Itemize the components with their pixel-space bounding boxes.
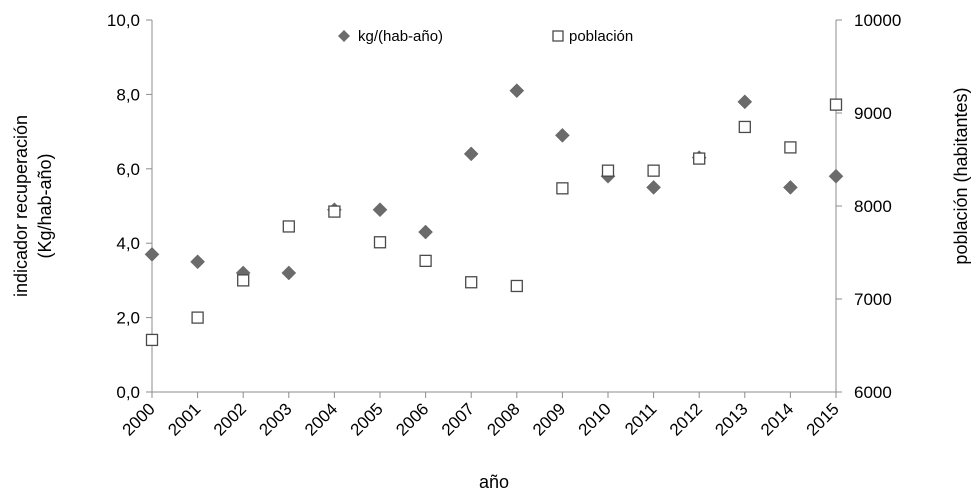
x-tick-label: 2007 [438, 399, 478, 439]
kg-point [281, 265, 297, 281]
poblacion-point [738, 120, 751, 134]
data-marks [144, 83, 844, 347]
legend-marker-poblacion [552, 30, 564, 42]
kg-point [418, 224, 433, 240]
poblacion-point [373, 236, 387, 249]
x-tick-label: 2012 [666, 399, 706, 439]
x-tick-label: 2002 [210, 399, 250, 439]
right-y-tick-label: 9000 [854, 104, 892, 123]
right-y-tick-label: 7000 [854, 290, 892, 309]
kg-point [737, 94, 753, 110]
x-tick-label: 2001 [164, 399, 204, 439]
left-y-axis-title-line2: (Kg/hab-año) [35, 153, 55, 258]
legend: kg/(hab-año) población [338, 28, 633, 45]
kg-point [372, 202, 388, 218]
x-tick-label: 2004 [301, 399, 341, 439]
x-tick-label: 2008 [483, 399, 523, 439]
x-tick-label: 2013 [711, 399, 751, 439]
tick-labels: 0,0 2,0 4,0 6,0 8,0 10,0 6000 7000 8000 9000 10000… [107, 11, 901, 440]
poblacion-point [829, 98, 843, 111]
kg-point [646, 180, 661, 195]
poblacion-point [282, 220, 295, 233]
x-tick-label: 2010 [575, 399, 615, 439]
x-tick-label: 2015 [803, 399, 843, 439]
kg-point [783, 180, 798, 195]
x-axis-title: año [479, 472, 509, 492]
right-y-tick-label: 6000 [854, 383, 892, 402]
x-tick-label: 2000 [119, 399, 159, 439]
left-y-tick-label: 2,0 [116, 309, 140, 328]
left-y-tick-label: 10,0 [107, 11, 140, 30]
kg-point [555, 127, 570, 143]
poblacion-point [328, 205, 341, 218]
x-tick-label: 2011 [621, 399, 660, 438]
x-tick-label: 2005 [347, 399, 387, 439]
poblacion-point [465, 276, 478, 289]
kg-point [828, 168, 844, 184]
right-y-tick-label: 8000 [854, 197, 892, 216]
kg-point [144, 247, 160, 262]
kg-point [509, 83, 525, 99]
poblacion-point [601, 164, 615, 177]
left-y-tick-label: 0,0 [116, 383, 140, 402]
kg-point [190, 254, 205, 270]
left-y-axis-title-line1: indicador recuperación [11, 115, 31, 297]
legend-marker-kg [338, 30, 350, 42]
poblacion-point [191, 311, 204, 324]
left-y-tick-label: 4,0 [116, 234, 140, 253]
left-y-tick-label: 6,0 [116, 160, 140, 179]
poblacion-point [145, 333, 159, 347]
poblacion-point [419, 254, 432, 268]
x-tick-label: 2014 [757, 399, 797, 439]
x-tick-label: 2009 [529, 399, 569, 439]
right-y-tick-label: 10000 [854, 11, 901, 30]
right-y-axis-title: población (habitantes) [951, 87, 971, 264]
poblacion-point [237, 274, 250, 287]
poblacion-point [693, 152, 706, 165]
legend-label-poblacion: población [569, 28, 633, 45]
poblacion-point [784, 141, 797, 154]
legend-label-kg: kg/(hab-año) [358, 28, 443, 45]
poblacion-point [510, 279, 523, 293]
kg-point [463, 146, 479, 162]
x-tick-label: 2006 [392, 399, 432, 439]
left-y-tick-label: 8,0 [116, 85, 140, 104]
poblacion-point [647, 164, 660, 177]
x-tick-label: 2003 [255, 399, 295, 439]
poblacion-point [556, 182, 569, 195]
axes [146, 19, 842, 398]
